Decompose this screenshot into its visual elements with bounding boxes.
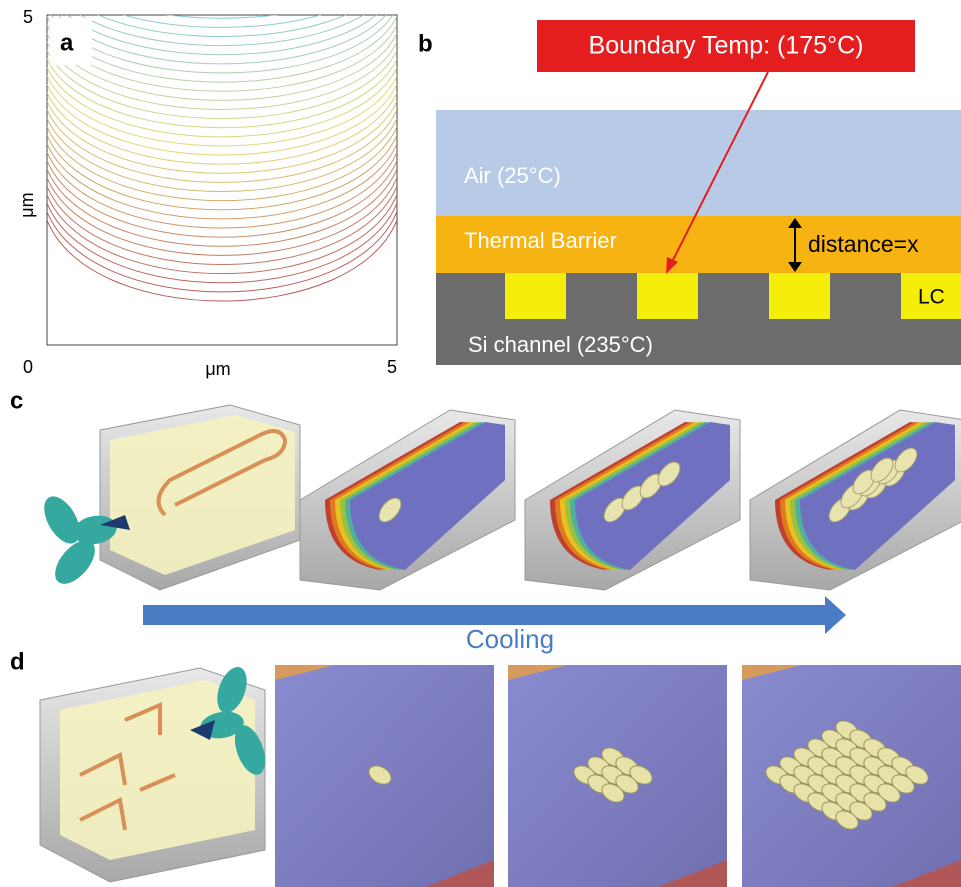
channel-section <box>525 410 740 590</box>
air-label: Air (25°C) <box>464 163 561 188</box>
panel-a: a 5 0 5 μm μm <box>17 0 397 379</box>
top-view <box>508 665 727 887</box>
lc-block <box>505 273 566 319</box>
cooling-sequence <box>300 410 961 590</box>
plot-frame <box>47 15 397 345</box>
tick-label: 5 <box>23 7 33 27</box>
cooling-label: Cooling <box>466 624 554 654</box>
top-view <box>742 665 961 887</box>
lc-block <box>769 273 830 319</box>
channel-label: Si channel (235°C) <box>468 332 653 357</box>
axis-label: μm <box>17 192 37 217</box>
tick-label: 0 <box>23 357 33 377</box>
top-view <box>275 665 494 887</box>
tick-label: 5 <box>387 357 397 377</box>
barrier-label: Thermal Barrier <box>464 228 617 253</box>
panel-d: d <box>10 648 961 887</box>
panel-b: b Air (25°C) Thermal Barrier distance=x … <box>418 20 961 365</box>
panel-label: c <box>10 387 23 414</box>
lc-block <box>637 273 698 319</box>
axis-label: μm <box>205 359 230 379</box>
growth-sequence <box>275 665 961 887</box>
boundary-label: Boundary Temp: (175°C) <box>589 32 864 60</box>
panel-c: c Cooling <box>10 387 961 654</box>
channel-illustration <box>40 663 271 882</box>
lc-label: LC <box>918 286 945 309</box>
panel-label: a <box>60 29 74 56</box>
panel-label: d <box>10 648 25 675</box>
panel-label: b <box>418 30 433 57</box>
contour-line <box>47 0 397 9</box>
figure: a 5 0 5 μm μm b Air (25°C) Thermal Barri… <box>0 0 961 887</box>
channel-section <box>300 410 515 590</box>
distance-label: distance=x <box>808 231 919 257</box>
channel-section <box>750 410 961 590</box>
channel-illustration <box>37 405 300 591</box>
